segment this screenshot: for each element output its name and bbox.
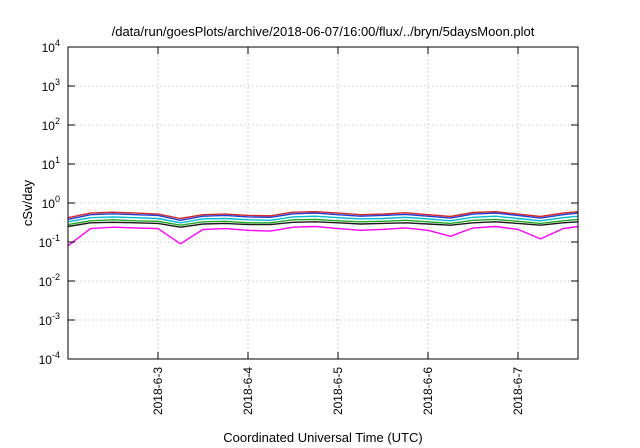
y-tick-label: 103	[42, 77, 60, 94]
series-line	[67, 218, 579, 226]
x-tick-label: 2018-6-4	[241, 367, 255, 415]
x-tick-label: 2018-6-3	[151, 367, 165, 415]
series-line	[67, 221, 579, 228]
series-line	[67, 215, 579, 224]
series-layer	[67, 210, 579, 247]
y-tick-labels: 10-4 10-3 10-2 10-1 100 101 102 103 104	[39, 38, 60, 367]
x-tick-label: 2018-6-5	[331, 367, 345, 415]
y-tick-label: 10-1	[39, 233, 60, 250]
x-tick-labels: 2018-6-3 2018-6-4 2018-6-5 2018-6-6 2018-6-7	[151, 367, 525, 415]
series-line	[67, 212, 579, 222]
y-tick-label: 10-2	[39, 272, 60, 289]
axis-ticks	[68, 46, 578, 360]
series-line	[67, 210, 579, 220]
x-tick-label: 2018-6-7	[511, 367, 525, 415]
chart-title: /data/run/goesPlots/archive/2018-06-07/1…	[112, 24, 535, 39]
y-tick-label: 104	[42, 38, 60, 55]
x-axis-label: Coordinated Universal Time (UTC)	[223, 430, 422, 445]
series-line	[67, 225, 579, 247]
grid	[68, 47, 578, 359]
y-tick-label: 10-3	[39, 311, 60, 328]
y-tick-label: 102	[42, 116, 60, 133]
y-tick-label: 10-4	[39, 350, 60, 367]
y-axis-label: cSv/day	[20, 179, 35, 226]
y-tick-label: 101	[42, 155, 60, 172]
y-tick-label: 100	[42, 194, 60, 211]
x-tick-label: 2018-6-6	[421, 367, 435, 415]
